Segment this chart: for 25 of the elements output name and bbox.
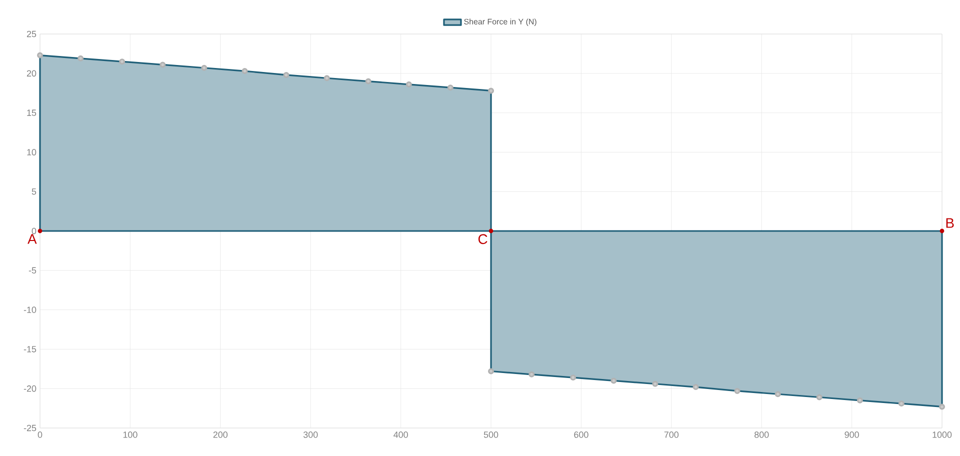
y-tick-label: -20: [24, 385, 36, 392]
y-tick-label: -25: [24, 424, 36, 432]
y-tick-label: 5: [32, 188, 36, 195]
x-tick-label: 900: [844, 432, 859, 438]
x-tick-label: 300: [303, 432, 318, 438]
x-tick-label: 200: [213, 432, 228, 438]
x-tick-label: 800: [754, 432, 769, 438]
annotation: A: [28, 234, 37, 244]
x-tick-label: 600: [574, 432, 588, 438]
x-tick-label: 700: [664, 432, 679, 438]
y-tick-label: -15: [24, 346, 36, 352]
annotation: C: [478, 234, 488, 244]
x-tick-label: 1000: [932, 432, 952, 438]
y-tick-label: 15: [27, 110, 36, 116]
y-tick-label: 25: [26, 30, 36, 38]
annotation: B: [946, 218, 954, 228]
x-tick-label: 400: [394, 432, 408, 438]
x-tick-label: 500: [484, 432, 498, 438]
x-tick-label: 100: [123, 432, 138, 438]
y-tick-label: 10: [27, 149, 36, 156]
y-tick-label: 20: [26, 70, 36, 77]
x-tick-label: 0: [38, 432, 42, 438]
y-tick-label: 0: [32, 228, 36, 234]
y-tick-label: -5: [28, 267, 36, 274]
y-tick-label: -10: [24, 306, 36, 313]
